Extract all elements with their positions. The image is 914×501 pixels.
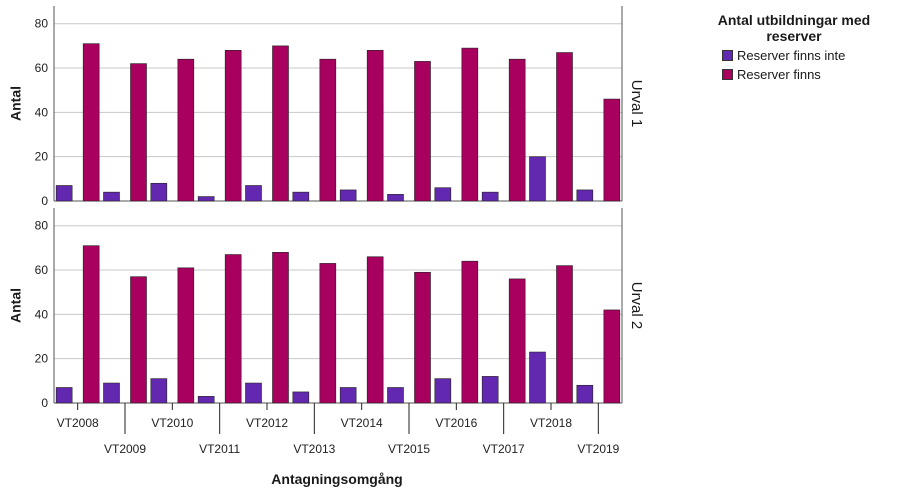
x-tick-label: VT2012 (246, 416, 288, 430)
bar-reserver-finns-vt2010 (177, 58, 195, 202)
bar-reserver-finns-vt2019 (603, 309, 621, 404)
bar-reserver-finns-vt2009 (130, 63, 147, 202)
x-tick-label: VT2017 (483, 442, 525, 456)
bar-reserver-finns-inte-vt2010 (150, 182, 168, 202)
y-tick-label: 80 (35, 219, 49, 233)
legend-swatch-reserver-finns (722, 69, 733, 80)
y-tick-label: 20 (35, 150, 49, 164)
x-axis-label: Antagningsomgång (271, 471, 402, 487)
bar-reserver-finns-vt2013 (319, 58, 337, 202)
bar-reserver-finns-vt2009 (130, 276, 147, 404)
y-tick-label: 20 (35, 352, 49, 366)
bar-reserver-finns-vt2017 (508, 58, 526, 202)
bar-reserver-finns-vt2015 (414, 61, 431, 202)
y-tick-label: 0 (41, 194, 48, 208)
bar-reserver-finns-inte-vt2015 (387, 194, 404, 202)
bar-reserver-finns-inte-vt2011 (197, 196, 215, 202)
bar-reserver-finns-inte-vt2017 (481, 191, 499, 202)
bar-reserver-finns-inte-vt2016 (434, 187, 452, 202)
bar-reserver-finns-inte-vt2014 (339, 189, 357, 202)
x-axis: VT2008 VT2009 VT2010 VT2011 VT2012 VT2013 VT20… (57, 403, 620, 456)
x-tick-label: VT2010 (151, 416, 193, 430)
panel-1-label: Urval 1 (628, 80, 645, 128)
x-tick-label: VT2019 (577, 442, 619, 456)
bar-reserver-finns-vt2015 (414, 271, 431, 404)
bar-reserver-finns-vt2012 (272, 45, 289, 202)
x-tick-label: VT2013 (293, 442, 335, 456)
bar-reserver-finns-vt2012 (272, 252, 289, 404)
x-tick-label: VT2009 (104, 442, 146, 456)
bar-reserver-finns-inte-vt2019 (576, 384, 594, 404)
y-tick-label: 80 (35, 17, 49, 31)
y-tick-label: 40 (35, 105, 49, 119)
legend: Antal utbildningar med reserver Reserver… (696, 12, 892, 82)
bar-reserver-finns-vt2017 (508, 278, 526, 404)
bar-reserver-finns-vt2018 (556, 265, 573, 404)
legend-item-reserver-finns: Reserver finns (722, 67, 892, 82)
x-tick-label: VT2018 (530, 416, 572, 430)
bar-reserver-finns-inte-vt2011 (197, 396, 215, 404)
x-tick-label: VT2016 (435, 416, 477, 430)
bar-reserver-finns-vt2019 (603, 98, 621, 202)
bar-reserver-finns-inte-vt2016 (434, 378, 452, 404)
y-tick-label: 40 (35, 307, 49, 321)
legend-label: Reserver finns (737, 67, 821, 82)
bar-reserver-finns-inte-vt2014 (339, 387, 357, 404)
bar-reserver-finns-inte-vt2018 (529, 351, 546, 404)
bar-reserver-finns-inte-vt2012 (245, 185, 262, 202)
bar-reserver-finns-inte-vt2018 (529, 156, 546, 202)
bar-reserver-finns-inte-vt2015 (387, 387, 404, 404)
panel-2-label: Urval 2 (628, 282, 645, 330)
x-tick-label: VT2014 (341, 416, 383, 430)
y-tick-label: 0 (41, 396, 48, 410)
bar-reserver-finns-vt2011 (224, 50, 242, 202)
y-tick-label: 60 (35, 61, 49, 75)
panel-1-y-tick-labels: 0 20 40 60 80 (35, 17, 49, 208)
panel-1-y-axis-label: Antal (8, 86, 24, 121)
bar-reserver-finns-inte-vt2013 (292, 191, 310, 202)
panel-2-bars (55, 245, 621, 404)
bar-reserver-finns-vt2018 (556, 52, 573, 202)
bar-reserver-finns-vt2008 (82, 245, 100, 404)
bar-reserver-finns-inte-vt2008 (55, 185, 73, 202)
x-tick-label: VT2011 (199, 442, 240, 456)
bar-reserver-finns-inte-vt2008 (55, 387, 73, 404)
bar-reserver-finns-vt2011 (224, 254, 242, 404)
bar-reserver-finns-vt2010 (177, 267, 195, 404)
y-tick-label: 60 (35, 263, 49, 277)
bar-reserver-finns-inte-vt2009 (103, 191, 120, 202)
bar-reserver-finns-inte-vt2012 (245, 382, 262, 404)
panel-urval-1: 0 20 40 60 80 Antal Urval 1 (8, 6, 645, 208)
panel-1-gridlines (53, 6, 623, 202)
panel-2-gridlines (53, 208, 623, 404)
legend-title: Antal utbildningar med reserver (717, 12, 871, 44)
bar-reserver-finns-inte-vt2009 (103, 382, 120, 404)
bar-reserver-finns-inte-vt2019 (576, 189, 594, 202)
bar-reserver-finns-inte-vt2013 (292, 391, 310, 404)
panel-1-bars (55, 43, 621, 202)
bar-reserver-finns-vt2008 (82, 43, 100, 202)
bar-reserver-finns-vt2013 (319, 263, 337, 404)
panel-urval-2: 0 20 40 60 80 Antal Urval 2 (8, 208, 645, 410)
bar-reserver-finns-inte-vt2010 (150, 378, 168, 404)
bar-reserver-finns-inte-vt2017 (481, 376, 499, 404)
bar-reserver-finns-vt2016 (461, 47, 479, 202)
panel-2-y-tick-labels: 0 20 40 60 80 (35, 219, 49, 410)
legend-item-reserver-finns-inte: Reserver finns inte (722, 48, 892, 63)
bar-reserver-finns-vt2016 (461, 260, 479, 404)
legend-swatch-reserver-finns-inte (722, 50, 733, 61)
panel-2-y-axis-label: Antal (8, 288, 24, 323)
x-tick-label: VT2008 (57, 416, 99, 430)
bar-reserver-finns-vt2014 (366, 50, 384, 202)
legend-label: Reserver finns inte (737, 48, 846, 63)
bar-reserver-finns-vt2014 (366, 256, 384, 404)
x-tick-label: VT2015 (388, 442, 430, 456)
